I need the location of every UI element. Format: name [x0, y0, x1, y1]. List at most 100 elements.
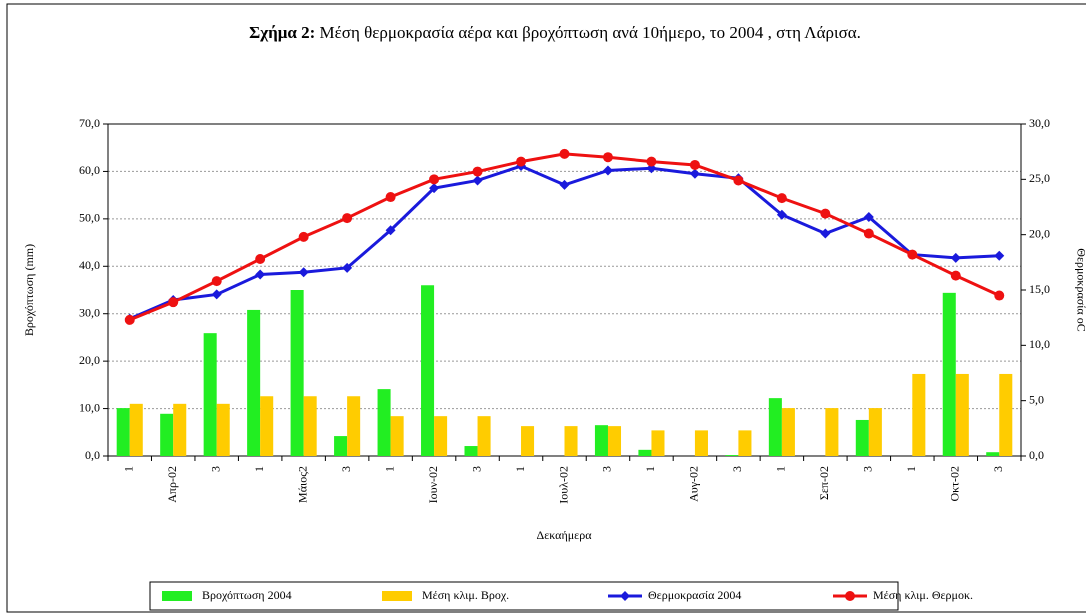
x-tick-label: 1	[252, 466, 266, 472]
bar	[247, 309, 261, 456]
legend-label: Βροχόπτωση 2004	[202, 588, 292, 602]
bar	[955, 373, 969, 456]
bar	[594, 425, 608, 456]
marker	[776, 193, 787, 204]
y2-tick-label: 20,0	[1029, 226, 1050, 240]
marker	[820, 208, 831, 219]
bar	[347, 396, 361, 456]
bar	[216, 403, 230, 456]
marker	[385, 225, 396, 236]
x-tick-label: 3	[991, 466, 1005, 472]
marker	[472, 166, 483, 177]
marker	[646, 156, 657, 167]
legend-label: Μέση κλιμ. Θερμοκ.	[873, 588, 973, 602]
marker	[298, 267, 309, 278]
x-tick-label: 3	[339, 466, 353, 472]
x-tick-label: 1	[513, 466, 527, 472]
bar	[521, 426, 535, 456]
bar	[377, 389, 391, 456]
bar	[464, 446, 478, 456]
y2-tick-label: 25,0	[1029, 171, 1050, 185]
bar	[781, 408, 795, 456]
x-tick-label: 3	[730, 466, 744, 472]
marker	[429, 183, 440, 194]
y-tick-label: 30,0	[79, 305, 100, 319]
y-tick-label: 20,0	[79, 353, 100, 367]
x-tick-label: 3	[469, 466, 483, 472]
marker	[298, 231, 309, 242]
marker	[255, 254, 266, 265]
bar	[477, 416, 491, 456]
marker	[124, 314, 135, 325]
marker	[602, 165, 613, 176]
marker	[907, 249, 918, 260]
marker	[168, 297, 179, 308]
bar	[564, 426, 578, 456]
x-tick-label: 1	[121, 466, 135, 472]
title-prefix: Σχήμα 2:	[249, 23, 316, 42]
bar	[129, 403, 143, 456]
bar	[912, 373, 926, 456]
y2-tick-label: 5,0	[1029, 392, 1044, 406]
x-tick-label: 1	[382, 466, 396, 472]
plot-border	[107, 123, 1022, 457]
legend-swatch	[162, 591, 192, 601]
bar	[116, 408, 130, 456]
bar	[986, 452, 1000, 456]
x-tick-label: 3	[861, 466, 875, 472]
x-tick-label: Απρ-02	[165, 466, 179, 503]
y2-tick-label: 0,0	[1029, 448, 1044, 462]
bar	[390, 416, 404, 456]
x-axis-title: Δεκαήμερα	[536, 528, 592, 542]
marker	[211, 289, 222, 300]
bar	[768, 398, 782, 456]
marker	[863, 211, 874, 222]
marker	[559, 179, 570, 190]
y-tick-label: 0,0	[85, 448, 100, 462]
y-tick-label: 60,0	[79, 163, 100, 177]
bar	[855, 419, 869, 456]
y-tick-label: 40,0	[79, 258, 100, 272]
marker	[689, 168, 700, 179]
marker	[385, 192, 396, 203]
marker	[211, 276, 222, 287]
bar	[160, 413, 174, 456]
legend-swatch	[382, 591, 412, 601]
marker	[820, 228, 831, 239]
x-tick-label: 1	[643, 466, 657, 472]
bar	[825, 408, 839, 456]
bar	[334, 436, 348, 456]
bar	[725, 455, 739, 456]
bar	[421, 285, 435, 456]
chart-frame	[6, 3, 1086, 613]
bar	[694, 430, 708, 456]
marker	[472, 175, 483, 186]
y2-axis-title: Θερμοκρασία oC	[1074, 248, 1086, 331]
bar	[203, 333, 217, 456]
bar	[260, 396, 274, 456]
y2-tick-label: 10,0	[1029, 337, 1050, 351]
x-tick-label: Μάιος2	[295, 466, 309, 503]
marker	[994, 250, 1005, 261]
x-tick-label: 3	[600, 466, 614, 472]
marker	[429, 174, 440, 185]
bar	[999, 373, 1013, 456]
legend-marker	[620, 591, 630, 601]
legend-label: Θερμοκρασία 2004	[648, 588, 741, 602]
x-tick-label: Ιουν-02	[426, 466, 440, 503]
bar	[651, 430, 665, 456]
marker	[516, 156, 527, 167]
marker	[689, 159, 700, 170]
y-tick-label: 50,0	[79, 211, 100, 225]
legend-box	[149, 581, 899, 611]
marker	[602, 152, 613, 163]
marker	[559, 148, 570, 159]
marker	[994, 290, 1005, 301]
y2-tick-label: 15,0	[1029, 282, 1050, 296]
x-tick-label: Οκτ-02	[948, 466, 962, 502]
marker	[342, 213, 353, 224]
x-tick-label: Σεπ-02	[817, 466, 831, 500]
bar	[290, 290, 304, 456]
